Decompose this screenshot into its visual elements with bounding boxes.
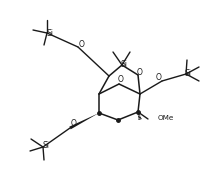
- Text: Si: Si: [46, 28, 54, 38]
- Text: O: O: [156, 73, 162, 82]
- Text: OMe: OMe: [158, 115, 174, 121]
- Text: O: O: [137, 68, 143, 77]
- Text: O: O: [71, 120, 77, 129]
- Text: Si: Si: [42, 142, 50, 151]
- Text: Si: Si: [120, 60, 127, 68]
- Text: Si: Si: [184, 68, 192, 78]
- Text: O: O: [79, 40, 85, 48]
- Polygon shape: [69, 113, 99, 129]
- Text: O: O: [118, 75, 124, 83]
